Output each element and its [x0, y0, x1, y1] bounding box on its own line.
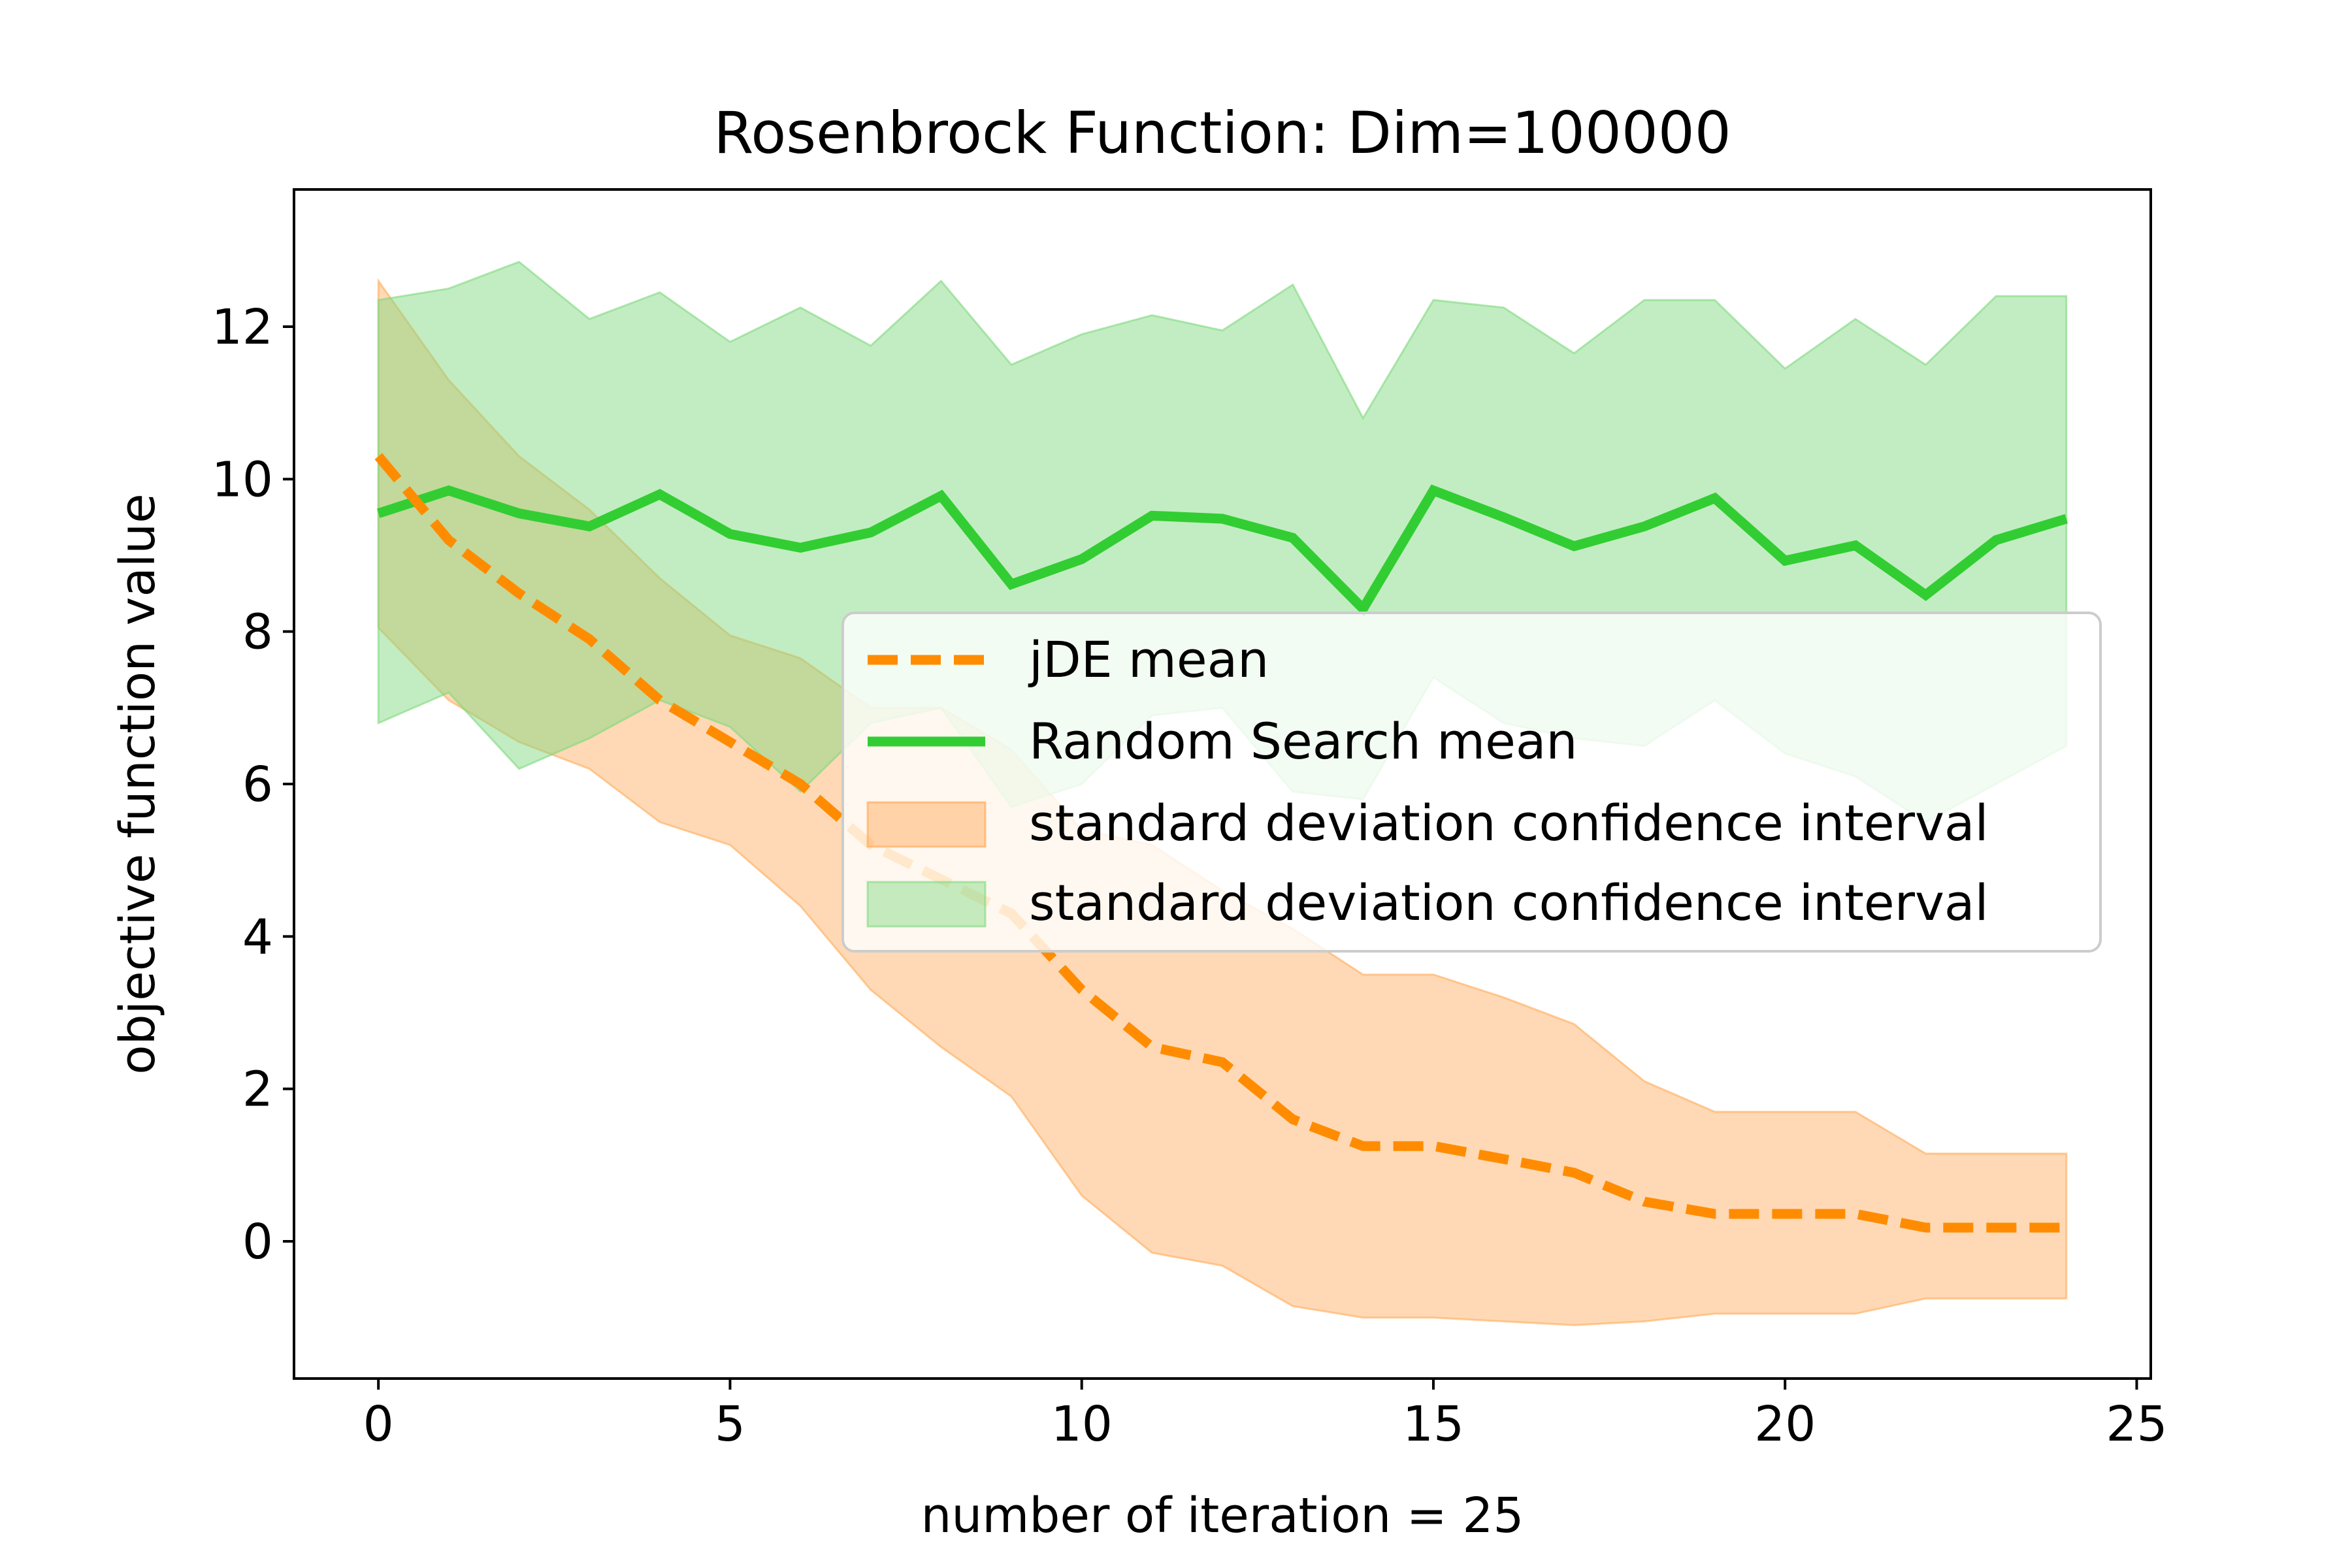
legend-jde-band-swatch	[866, 801, 987, 848]
x-tick-label: 0	[363, 1396, 394, 1452]
x-tick-label: 10	[1051, 1396, 1113, 1452]
legend-random-band-label: standard deviation confidence interval	[1029, 874, 1989, 932]
x-axis-label: number of iteration = 25	[921, 1488, 1524, 1544]
y-tick-label: 10	[212, 451, 273, 508]
y-tick-label: 4	[242, 909, 273, 965]
legend-box	[841, 612, 2102, 953]
legend-jde-band-label: standard deviation confidence interval	[1029, 794, 1989, 852]
legend-random-band-swatch	[866, 881, 987, 928]
lines-layer	[374, 453, 2068, 1233]
random-search-mean-line	[376, 484, 2068, 617]
x-axis-ticks: 0 5 10 15 20 25	[363, 1379, 2168, 1452]
x-tick-label: 20	[1754, 1396, 1816, 1452]
y-tick-label: 2	[242, 1062, 273, 1118]
y-tick-label: 12	[212, 299, 273, 355]
x-tick-label: 25	[2106, 1396, 2167, 1452]
jde-mean-line	[374, 453, 2066, 1233]
x-tick-label: 5	[715, 1396, 745, 1452]
chart-title: Rosenbrock Function: Dim=100000	[713, 99, 1731, 167]
legend-jde-mean-label: jDE mean	[1028, 630, 1269, 689]
y-axis-label: objective function value	[110, 493, 166, 1074]
y-tick-label: 6	[242, 757, 273, 813]
y-tick-label: 8	[242, 604, 273, 661]
y-tick-label: 0	[242, 1214, 273, 1270]
y-axis-ticks: 0 2 4 6 8 10 12	[212, 299, 294, 1270]
legend: jDE mean Random Search mean standard dev…	[841, 612, 2102, 953]
x-tick-label: 15	[1403, 1396, 1464, 1452]
legend-random-search-mean-label: Random Search mean	[1029, 712, 1578, 770]
